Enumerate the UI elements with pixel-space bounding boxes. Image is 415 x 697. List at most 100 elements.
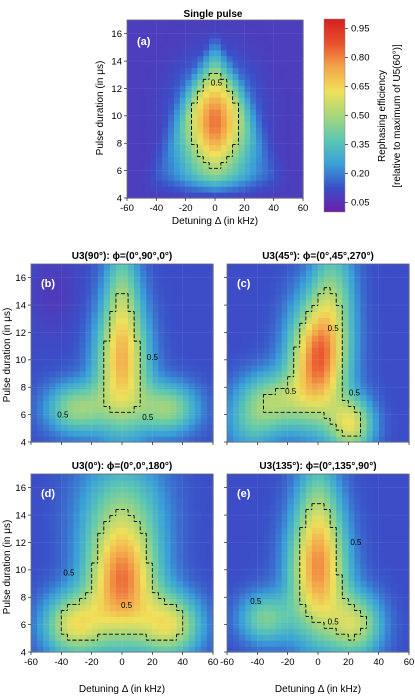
- heatmap-cell: [164, 515, 172, 523]
- heatmap-cell: [293, 400, 301, 407]
- heatmap-cell: [146, 293, 153, 301]
- heatmap-cell: [360, 323, 368, 330]
- heatmap-cell: [378, 485, 386, 493]
- heatmap-cell: [170, 287, 178, 295]
- heatmap-cell: [227, 418, 234, 425]
- heatmap-cell: [188, 281, 196, 289]
- heatmap-cell: [158, 406, 166, 413]
- heatmap-cells: [127, 20, 304, 199]
- heatmap-cell: [330, 341, 337, 348]
- heatmap-cell: [194, 646, 202, 653]
- heatmap-cell: [291, 61, 298, 69]
- heatmap-cell: [150, 103, 157, 110]
- heatmap-cell: [287, 347, 295, 354]
- heatmap-cell: [227, 563, 234, 570]
- heatmap-cell: [132, 132, 140, 140]
- heatmap-cell: [182, 299, 190, 307]
- heatmap-cell: [269, 281, 277, 289]
- heatmap-cell: [233, 616, 240, 623]
- heatmap-cell: [138, 20, 146, 27]
- heatmap-cell: [55, 347, 62, 354]
- heatmap-cell: [293, 317, 301, 324]
- heatmap-cell: [275, 557, 283, 564]
- heatmap-cell: [103, 358, 111, 366]
- heatmap-cell: [281, 604, 289, 612]
- heatmap-cell: [150, 180, 157, 187]
- heatmap-cell: [257, 287, 264, 295]
- heatmap-cell: [273, 162, 281, 169]
- heatmap-cell: [297, 144, 304, 152]
- heatmap-cell: [182, 430, 190, 437]
- heatmap-cell: [287, 563, 295, 570]
- heatmap-cell: [150, 156, 157, 163]
- heatmap-cell: [336, 275, 343, 283]
- heatmap-cell: [49, 323, 56, 330]
- heatmap-cell: [140, 329, 147, 336]
- heatmap-cell: [318, 264, 325, 271]
- heatmap-cell: [305, 474, 313, 481]
- heatmap-cell: [85, 592, 93, 600]
- heatmap-cell: [318, 335, 325, 342]
- heatmap-cell: [257, 580, 264, 588]
- heatmap-cell: [122, 370, 129, 378]
- heatmap-cell: [203, 67, 210, 74]
- heatmap-cell: [273, 79, 281, 86]
- heatmap-cell: [263, 479, 271, 487]
- heatmap-cell: [97, 317, 105, 324]
- heatmap-cell: [275, 335, 283, 342]
- heatmap-cell: [305, 299, 313, 307]
- heatmap-cell: [200, 264, 208, 271]
- heatmap-cell: [134, 574, 141, 582]
- heatmap-cell: [251, 430, 258, 437]
- heatmap-cell: [378, 400, 386, 407]
- heatmap-cell: [311, 281, 319, 289]
- heatmap-cell: [164, 329, 172, 336]
- heatmap-cell: [49, 580, 56, 588]
- heatmap-cell: [194, 287, 202, 295]
- heatmap-cell: [281, 317, 289, 324]
- heatmap-cell: [396, 592, 404, 600]
- heatmap-cell: [256, 156, 263, 163]
- heatmap-cell: [115, 329, 123, 336]
- heatmap-cell: [206, 604, 214, 612]
- heatmap-cell: [73, 503, 81, 511]
- heatmap-cell: [366, 323, 374, 330]
- heatmap-cell: [170, 474, 178, 481]
- heatmap-cell: [97, 521, 105, 528]
- heatmap-cell: [275, 479, 283, 487]
- heatmap-cell: [138, 174, 146, 181]
- heatmap-cell: [103, 527, 111, 534]
- heatmap-cell: [281, 370, 289, 378]
- heatmap-cell: [191, 97, 198, 104]
- heatmap-cell: [324, 610, 331, 617]
- heatmap-cell: [354, 557, 362, 564]
- heatmap-cell: [348, 474, 355, 481]
- heatmap-cell: [378, 646, 386, 653]
- heatmap-cell: [285, 192, 292, 199]
- heatmap-cell: [348, 586, 355, 594]
- heatmap-cell: [170, 557, 178, 564]
- heatmap-cell: [170, 376, 178, 384]
- heatmap-cell: [170, 634, 178, 641]
- heatmap-cell: [150, 150, 157, 158]
- heatmap-cell: [188, 521, 196, 528]
- heatmap-cell: [245, 430, 252, 437]
- heatmap-cell: [146, 430, 153, 437]
- heatmap-cell: [170, 412, 178, 419]
- heatmap-cell: [67, 474, 75, 481]
- heatmap-cell: [273, 126, 281, 134]
- heatmap-cell: [281, 418, 289, 425]
- heatmap-cell: [206, 515, 214, 523]
- heatmap-cell: [134, 400, 141, 407]
- heatmap-cell: [227, 592, 234, 600]
- heatmap-cell: [250, 168, 257, 175]
- heatmap-cell: [194, 479, 202, 487]
- heatmap-cell: [348, 341, 355, 348]
- heatmap-cell: [138, 138, 146, 146]
- heatmap-cell: [146, 264, 153, 271]
- heatmap-cell: [311, 479, 319, 487]
- heatmap-cell: [324, 604, 331, 612]
- heatmap-cell: [372, 430, 380, 437]
- heatmap-cell: [128, 598, 135, 606]
- heatmap-cell: [203, 120, 210, 128]
